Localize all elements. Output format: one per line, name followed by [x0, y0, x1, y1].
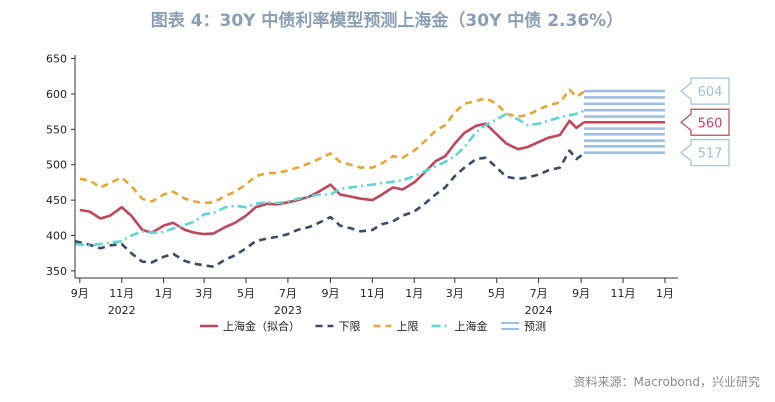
- year-label: 2023: [274, 304, 302, 317]
- y-tick-label: 500: [46, 159, 67, 172]
- y-tick-label: 450: [46, 194, 67, 207]
- callout-label: 604: [698, 85, 723, 100]
- legend-label: 下限: [339, 320, 361, 333]
- x-tick-label: 11月: [360, 287, 385, 300]
- series-lines: [74, 88, 585, 268]
- legend-label: 上海金: [455, 319, 488, 333]
- x-tick-label: 7月: [279, 287, 297, 300]
- callout-box: [680, 139, 730, 167]
- x-tick-label: 3月: [195, 287, 213, 300]
- x-tick-label: 3月: [446, 287, 464, 300]
- series-line: [74, 149, 585, 268]
- axes: 650 600 550 500 450 400 350 9月 11月 1月 3月 5月 7月 9月 11月 1…: [46, 53, 678, 317]
- x-tick-label: 1月: [155, 287, 173, 300]
- callout-label: 517: [698, 147, 723, 162]
- chart-title: 图表 4：30Y 中债利率模型预测上海金（30Y 中债 2.36%）: [151, 10, 623, 31]
- year-label: 2024: [525, 304, 553, 317]
- y-tick-label: 400: [46, 230, 67, 243]
- year-label: 2022: [108, 304, 136, 317]
- x-tick-label: 9月: [71, 287, 89, 300]
- x-tick-label: 9月: [321, 287, 339, 300]
- y-tick-label: 350: [46, 265, 67, 278]
- callout-box: [680, 77, 730, 105]
- x-tick-label: 5月: [237, 287, 255, 300]
- source-note: 资料来源：Macrobond，兴业研究: [574, 374, 761, 389]
- x-tick-label: 11月: [611, 287, 636, 300]
- x-tick-label: 11月: [109, 287, 134, 300]
- y-tick-label: 550: [46, 123, 67, 136]
- callout-box: [680, 108, 730, 136]
- forecast-band: [583, 89, 665, 154]
- legend: 上海金（拟合） 下限 上限 上海金 预测: [200, 319, 546, 333]
- legend-label: 上限: [397, 320, 419, 333]
- legend-label: 上海金（拟合）: [223, 319, 300, 333]
- x-tick-label: 9月: [572, 287, 590, 300]
- x-tick-label: 1月: [656, 287, 674, 300]
- callout-label: 560: [698, 116, 723, 131]
- series-line: [79, 88, 585, 205]
- series-line: [79, 119, 585, 236]
- x-tick-label: 1月: [405, 287, 423, 300]
- x-tick-label: 7月: [530, 287, 548, 300]
- y-tick-label: 650: [46, 53, 67, 66]
- y-tick-label: 600: [46, 88, 67, 101]
- forecast-callouts: 604 560 517: [680, 77, 730, 167]
- series-line: [74, 109, 585, 247]
- x-tick-label: 5月: [488, 287, 506, 300]
- legend-label: 预测: [524, 320, 546, 333]
